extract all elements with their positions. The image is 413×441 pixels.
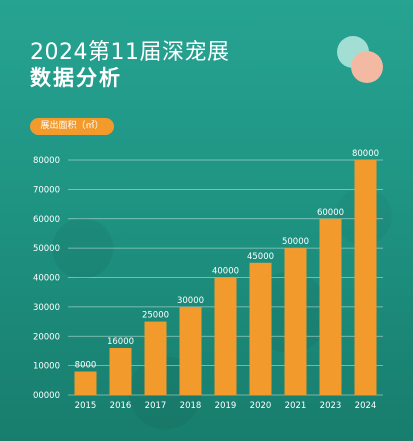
- y-tick-label: 00000: [33, 391, 60, 401]
- bar-value-label: 80000: [352, 149, 379, 159]
- background-texture: [0, 120, 413, 441]
- y-tick-label: 10000: [33, 362, 60, 372]
- bar-value-label: 50000: [282, 237, 309, 247]
- x-tick-label: 2015: [75, 401, 97, 411]
- y-tick-label: 40000: [33, 274, 60, 284]
- bars: [74, 160, 377, 395]
- y-tick-label: 80000: [33, 156, 60, 166]
- x-tick-label: 2020: [250, 401, 272, 411]
- bar: [109, 348, 132, 395]
- bar-value-label: 30000: [177, 296, 204, 306]
- unit-label-pill: 展出面积（㎡）: [30, 118, 114, 135]
- bar-value-label: 25000: [142, 311, 169, 321]
- x-tick-label: 2021: [285, 401, 307, 411]
- x-axis-ticks: 2015 2016 2017 2018 2019 2020 2021 2023 2024: [75, 401, 377, 411]
- decorative-circle-pink: [351, 51, 383, 83]
- bar: [179, 306, 202, 395]
- bar-value-label: 40000: [212, 267, 239, 277]
- bar: [354, 160, 377, 395]
- bar: [144, 321, 167, 395]
- x-tick-label: 2017: [145, 401, 167, 411]
- x-tick-label: 2016: [110, 401, 132, 411]
- x-tick-label: 2024: [355, 401, 377, 411]
- x-tick-label: 2018: [180, 401, 202, 411]
- bar: [74, 371, 97, 395]
- y-tick-label: 50000: [33, 244, 60, 254]
- bar-value-label: 60000: [317, 208, 344, 218]
- y-tick-label: 60000: [33, 215, 60, 225]
- bar-value-label: 16000: [107, 337, 134, 347]
- bar: [249, 262, 272, 395]
- bar-value-label: 45000: [247, 252, 274, 262]
- x-tick-label: 2019: [215, 401, 237, 411]
- data-labels: 8000 16000 25000 30000 40000 45000 50000 60000 8…: [75, 149, 379, 371]
- bar: [319, 218, 342, 395]
- y-axis-ticks: 00000 10000 20000 30000 40000 50000 60000 70000…: [33, 156, 60, 401]
- x-tick-label: 2023: [320, 401, 342, 411]
- y-tick-label: 70000: [33, 185, 60, 195]
- bar: [214, 277, 237, 395]
- y-tick-label: 30000: [33, 303, 60, 313]
- bar-value-label: 8000: [75, 361, 97, 371]
- bar: [284, 248, 307, 395]
- page-subtitle: 数据分析: [30, 66, 122, 90]
- page-title: 2024第11届深宠展: [30, 40, 230, 65]
- y-tick-label: 20000: [33, 332, 60, 342]
